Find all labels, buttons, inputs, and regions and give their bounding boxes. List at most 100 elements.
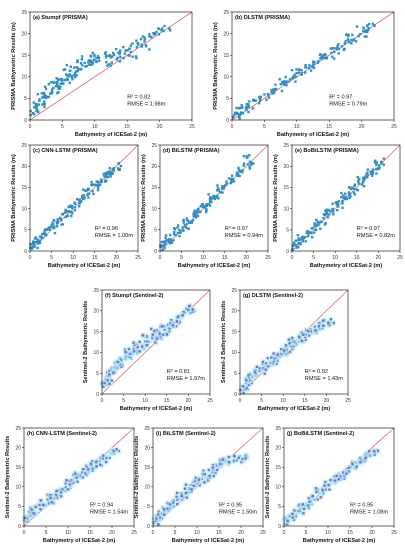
data-point xyxy=(173,231,176,234)
data-point xyxy=(115,58,118,61)
data-point xyxy=(136,346,139,349)
data-point xyxy=(62,82,65,85)
data-point xyxy=(200,203,204,206)
data-point xyxy=(205,210,208,214)
data-point xyxy=(298,68,301,71)
data-point xyxy=(127,54,130,57)
data-point xyxy=(219,191,222,194)
y-tick-label: 20 xyxy=(21,31,27,37)
data-point xyxy=(141,35,145,38)
data-point xyxy=(38,98,41,101)
data-point xyxy=(251,107,255,110)
data-point xyxy=(272,352,275,355)
x-tick-label: 25 xyxy=(135,255,141,261)
data-point xyxy=(283,83,286,86)
data-point xyxy=(235,172,239,175)
x-tick-label: 10 xyxy=(92,124,98,130)
data-point xyxy=(76,59,79,62)
data-point xyxy=(221,458,225,461)
data-point xyxy=(52,223,55,226)
data-point xyxy=(325,208,328,211)
y-tick-label: 25 xyxy=(21,10,27,16)
data-point xyxy=(143,36,146,39)
data-point xyxy=(291,336,294,340)
data-point xyxy=(37,103,41,106)
data-point xyxy=(301,239,305,243)
data-point xyxy=(31,245,34,249)
data-point xyxy=(307,496,311,500)
x-tick-label: 25 xyxy=(265,255,271,261)
data-point xyxy=(31,242,34,246)
data-point xyxy=(75,476,78,479)
data-point xyxy=(154,32,157,36)
data-point xyxy=(52,86,55,90)
x-tick-label: 25 xyxy=(345,398,351,404)
x-tick-label: 5 xyxy=(305,530,308,536)
data-point xyxy=(81,467,85,471)
data-point xyxy=(322,213,326,216)
data-point xyxy=(138,340,141,344)
data-point xyxy=(118,60,122,63)
data-point xyxy=(194,216,198,219)
data-point xyxy=(36,239,39,242)
data-point xyxy=(194,212,197,216)
data-point xyxy=(143,40,146,43)
data-point xyxy=(344,195,347,199)
data-point xyxy=(175,325,178,328)
data-point xyxy=(76,69,79,73)
data-point xyxy=(73,71,77,75)
data-point xyxy=(244,457,247,460)
data-point xyxy=(118,52,121,56)
data-point xyxy=(38,99,41,103)
y-tick-label: 15 xyxy=(15,465,21,471)
data-point xyxy=(209,201,212,204)
data-point xyxy=(284,343,288,347)
data-point xyxy=(87,61,90,64)
x-tick-label: 15 xyxy=(354,255,360,261)
data-point xyxy=(235,112,239,116)
data-point xyxy=(310,236,314,239)
data-point xyxy=(59,82,62,85)
data-point xyxy=(108,370,111,373)
data-point xyxy=(345,197,349,201)
x-tick-label: 15 xyxy=(92,255,98,261)
data-point xyxy=(283,79,286,83)
data-point xyxy=(136,42,140,45)
data-point xyxy=(116,360,119,364)
data-point xyxy=(135,39,138,42)
data-point xyxy=(315,218,318,222)
data-point xyxy=(357,182,360,185)
x-axis-label: Bathymetry of ICESat-2 (m) xyxy=(258,406,331,412)
r2-annotation: R² = 0.95 xyxy=(350,502,373,508)
y-tick-label: 10 xyxy=(151,206,157,212)
data-point xyxy=(271,88,275,91)
data-point xyxy=(242,162,246,165)
x-tick-label: 0 xyxy=(152,530,155,536)
data-point xyxy=(370,171,373,175)
data-point xyxy=(191,308,194,311)
x-tick-label: 5 xyxy=(45,530,48,536)
x-tick-label: 10 xyxy=(194,530,200,536)
data-point xyxy=(270,88,273,92)
y-axis-label: Sentinel-2 Bathymetric Results xyxy=(134,436,140,518)
data-point xyxy=(321,488,324,492)
data-point xyxy=(332,321,336,325)
y-tick-label: 20 xyxy=(283,164,289,170)
data-point xyxy=(235,174,238,177)
data-point xyxy=(335,47,339,51)
data-point xyxy=(129,50,133,54)
x-tick-label: 0 xyxy=(159,255,162,261)
data-point xyxy=(50,501,53,504)
data-point xyxy=(43,232,46,235)
y-tick-label: 15 xyxy=(21,185,27,191)
data-point xyxy=(170,241,174,244)
data-point xyxy=(266,365,270,368)
y-tick-label: 0 xyxy=(147,524,150,530)
data-point xyxy=(175,498,179,502)
y-tick-label: 15 xyxy=(231,329,237,335)
plot-frame xyxy=(29,144,139,252)
data-point xyxy=(371,174,374,177)
data-point xyxy=(91,51,95,55)
data-point xyxy=(163,246,166,250)
data-point xyxy=(311,65,314,69)
